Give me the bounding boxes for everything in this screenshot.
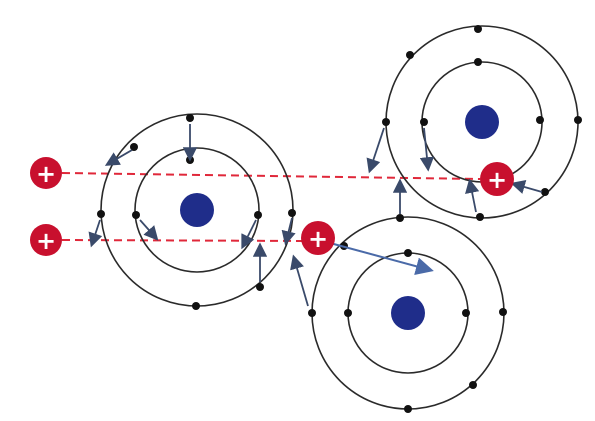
electron (254, 211, 262, 219)
nucleus (391, 296, 425, 330)
electron (469, 381, 477, 389)
nucleus (465, 105, 499, 139)
ion-circle (480, 162, 514, 196)
arrow (104, 149, 133, 166)
electron (97, 210, 105, 218)
upper-left-ion: + (30, 157, 62, 189)
electron (404, 249, 412, 257)
ion-motion-arrow (329, 242, 434, 276)
arrow (366, 127, 385, 174)
electrons (308, 214, 507, 413)
arrow (241, 219, 257, 250)
electron (499, 308, 507, 316)
electron (536, 116, 544, 124)
electron (132, 211, 140, 219)
electron (474, 58, 482, 66)
arrow (139, 219, 159, 241)
lower-left-ion: + (30, 224, 62, 256)
electron (308, 309, 316, 317)
arrow (419, 127, 435, 172)
arrow (465, 178, 480, 213)
electron (256, 283, 264, 291)
electron (396, 214, 404, 222)
electron (541, 188, 549, 196)
electron-motion-arrows (88, 124, 296, 282)
electron (474, 25, 482, 33)
arrow (88, 219, 103, 248)
ion-symbol: + (36, 227, 56, 255)
electron (288, 209, 296, 217)
bottom-atom (290, 178, 507, 413)
ion-paths (61, 172, 481, 242)
electron (476, 213, 484, 221)
electrons (382, 25, 582, 221)
left-atom (88, 113, 296, 310)
electron (344, 309, 352, 317)
ion-symbol: + (308, 225, 328, 253)
electron (186, 114, 194, 122)
nucleus (180, 193, 214, 227)
arrow (281, 217, 296, 246)
arrow (510, 180, 543, 194)
electron (404, 405, 412, 413)
lower-ion-path (61, 239, 311, 242)
ion-circle (301, 221, 335, 255)
ion-circle (30, 157, 62, 189)
arrow (290, 254, 309, 307)
electron (462, 309, 470, 317)
ion-symbol: + (487, 166, 507, 194)
electron (382, 118, 390, 126)
electron (192, 302, 200, 310)
electron-motion-arrows (366, 127, 543, 213)
right-ion: + (480, 162, 514, 196)
electron (130, 143, 138, 151)
electron-motion-arrows (290, 178, 408, 307)
electron (420, 118, 428, 126)
electron (406, 51, 414, 59)
ion-symbol: + (36, 160, 56, 188)
electron (574, 116, 582, 124)
middle-ion: + (301, 221, 335, 255)
ion-circle (30, 224, 62, 256)
upper-ion-path (61, 172, 481, 180)
